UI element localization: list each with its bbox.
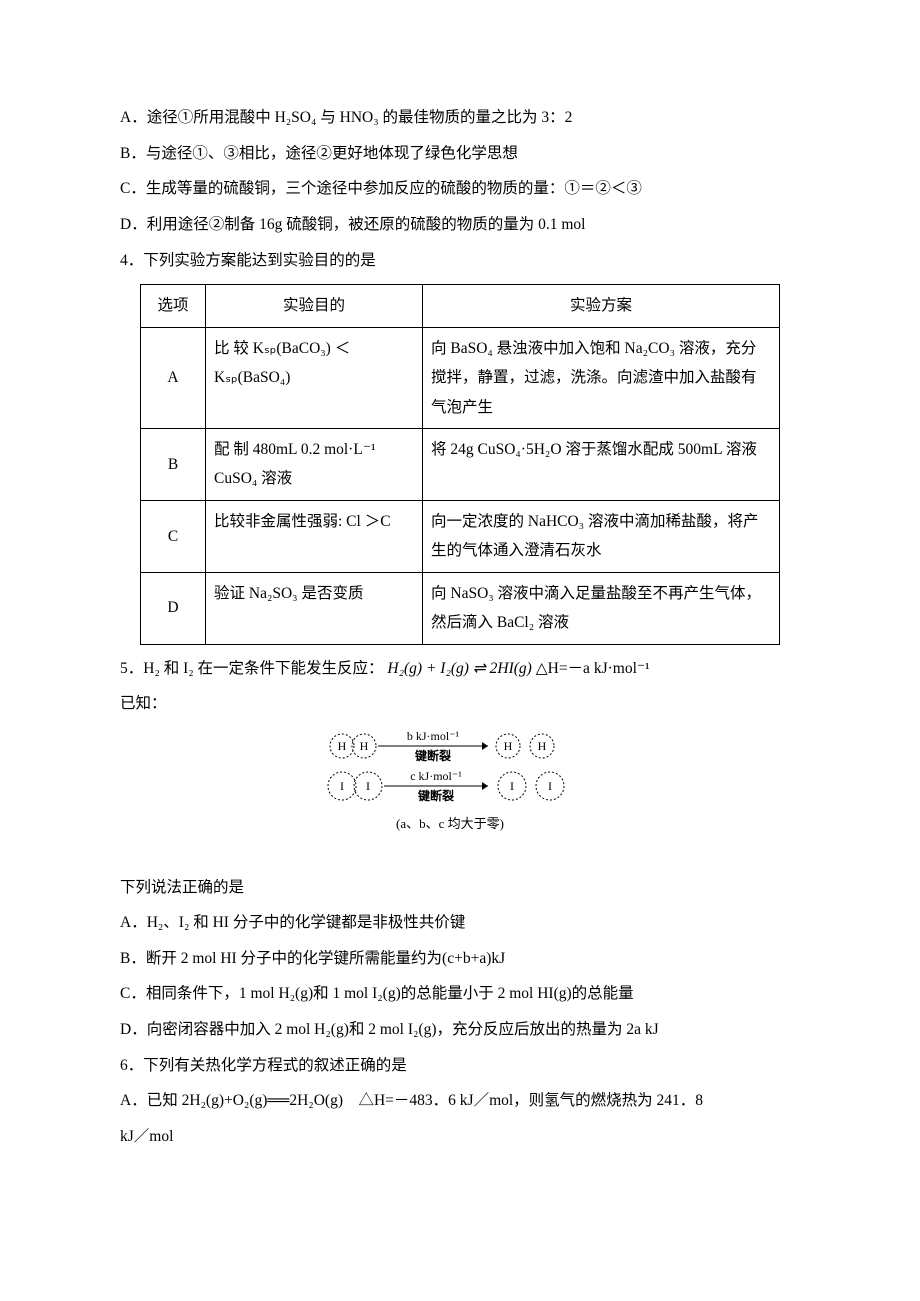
diagram-caption: (a、b、c 均大于零) [396, 816, 504, 831]
col-header-purpose: 实验目的 [206, 285, 423, 327]
question-stem: 4．下列实验方案能达到实验目的的是 [120, 243, 800, 279]
cell-plan: 向 NaSO₃ 溶液中滴入足量盐酸至不再产生气体，然后滴入 BaCl₂ 溶液 [423, 572, 780, 644]
option-line: D．利用途径②制备 16g 硫酸铜，被还原的硫酸的物质的量为 0.1 mol [120, 207, 800, 243]
svg-text:H: H [538, 739, 547, 753]
svg-text:I: I [366, 779, 370, 793]
option-line: C．生成等量的硫酸铜，三个途径中参加反应的硫酸的物质的量：①＝②＜③ [120, 171, 800, 207]
diagram-b-label: b kJ·mol⁻¹ [407, 729, 460, 743]
document-page: A．途径①所用混酸中 H₂SO₄ 与 HNO₃ 的最佳物质的量之比为 3：2 B… [0, 0, 920, 1215]
cell-plan: 向一定浓度的 NaHCO₃ 溶液中滴加稀盐酸，将产生的气体通入澄清石灰水 [423, 500, 780, 572]
table-header-row: 选项 实验目的 实验方案 [141, 285, 780, 327]
experiment-table: 选项 实验目的 实验方案 A 比 较 Kₛₚ(BaCO₃) ＜ Kₛₚ(BaSO… [140, 284, 780, 644]
table-row: B 配 制 480mL 0.2 mol·L⁻¹ CuSO₄ 溶液 将 24g C… [141, 428, 780, 500]
q5-known-label: 已知： [120, 686, 800, 722]
diagram-c-label: c kJ·mol⁻¹ [410, 769, 462, 783]
option-line: A．H₂、I₂ 和 HI 分子中的化学键都是非极性共价键 [120, 905, 800, 941]
svg-text:I: I [340, 779, 344, 793]
q5-equation: H₂(g) + I₂(g) ⇌ 2HI(g) [387, 660, 531, 677]
option-line: B．与途径①、③相比，途径②更好地体现了绿色化学思想 [120, 136, 800, 172]
cell-option: A [141, 327, 206, 428]
cell-plan: 向 BaSO₄ 悬浊液中加入饱和 Na₂CO₃ 溶液，充分搅拌，静置，过滤，洗涤… [423, 327, 780, 428]
col-header-plan: 实验方案 [423, 285, 780, 327]
table-row: C 比较非金属性强弱: Cl ＞C 向一定浓度的 NaHCO₃ 溶液中滴加稀盐酸… [141, 500, 780, 572]
bond-energy-diagram: H H b kJ·mol⁻¹ 键断裂 H H I I c kJ·mo [120, 728, 800, 852]
diagram-row-h2: H H b kJ·mol⁻¹ 键断裂 H H [330, 729, 554, 763]
option-line: C．相同条件下，1 mol H₂(g)和 1 mol I₂(g)的总能量小于 2… [120, 976, 800, 1012]
cell-purpose: 验证 Na₂SO₃ 是否变质 [206, 572, 423, 644]
cell-option: B [141, 428, 206, 500]
question-stem: 5．H₂ 和 I₂ 在一定条件下能发生反应： H₂(g) + I₂(g) ⇌ 2… [120, 651, 800, 687]
svg-text:I: I [548, 779, 552, 793]
diagram-row-i2: I I c kJ·mol⁻¹ 键断裂 I I [328, 769, 564, 803]
cell-option: D [141, 572, 206, 644]
option-line: B．断开 2 mol HI 分子中的化学键所需能量约为(c+b+a)kJ [120, 941, 800, 977]
diagram-svg: H H b kJ·mol⁻¹ 键断裂 H H I I c kJ·mo [320, 728, 600, 838]
svg-text:H: H [360, 739, 369, 753]
table-row: D 验证 Na₂SO₃ 是否变质 向 NaSO₃ 溶液中滴入足量盐酸至不再产生气… [141, 572, 780, 644]
table-row: A 比 较 Kₛₚ(BaCO₃) ＜ Kₛₚ(BaSO₄) 向 BaSO₄ 悬浊… [141, 327, 780, 428]
cell-option: C [141, 500, 206, 572]
q5-text: 5．H₂ 和 I₂ 在一定条件下能发生反应： [120, 660, 384, 677]
diagram-break-label: 键断裂 [417, 788, 454, 803]
option-line: A．途径①所用混酸中 H₂SO₄ 与 HNO₃ 的最佳物质的量之比为 3：2 [120, 100, 800, 136]
option-line: A．已知 2H₂(g)+O₂(g)══2H₂O(g) △H=－483．6 kJ／… [120, 1083, 800, 1119]
cell-purpose: 配 制 480mL 0.2 mol·L⁻¹ CuSO₄ 溶液 [206, 428, 423, 500]
cell-purpose: 比 较 Kₛₚ(BaCO₃) ＜ Kₛₚ(BaSO₄) [206, 327, 423, 428]
option-line: kJ／mol [120, 1119, 800, 1155]
diagram-break-label: 键断裂 [414, 748, 451, 763]
svg-text:H: H [504, 739, 513, 753]
cell-plan: 将 24g CuSO₄·5H₂O 溶于蒸馏水配成 500mL 溶液 [423, 428, 780, 500]
q5-deltah: △H=－a kJ·mol⁻¹ [536, 660, 650, 677]
col-header-option: 选项 [141, 285, 206, 327]
option-line: D．向密闭容器中加入 2 mol H₂(g)和 2 mol I₂(g)，充分反应… [120, 1012, 800, 1048]
question-stem: 6．下列有关热化学方程式的叙述正确的是 [120, 1048, 800, 1084]
question-sub: 下列说法正确的是 [120, 870, 800, 906]
svg-text:I: I [510, 779, 514, 793]
cell-purpose: 比较非金属性强弱: Cl ＞C [206, 500, 423, 572]
svg-text:H: H [338, 739, 347, 753]
